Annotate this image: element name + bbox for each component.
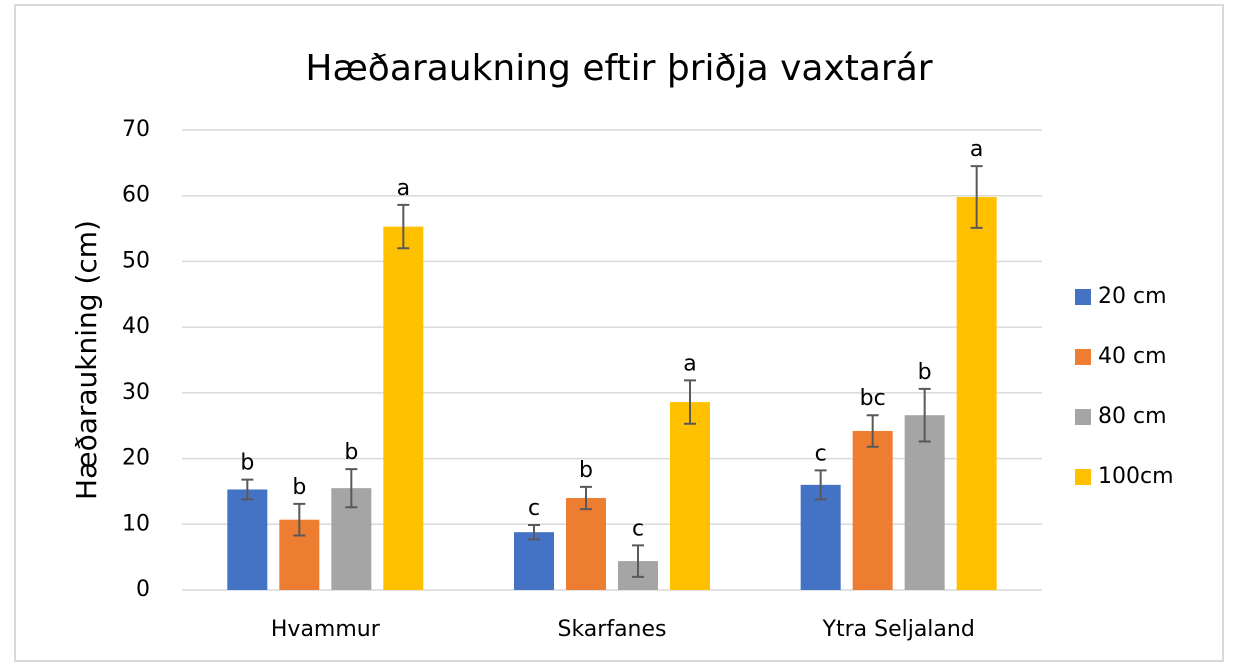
significance-letter: bc bbox=[860, 386, 886, 411]
significance-letter: c bbox=[632, 516, 644, 541]
significance-letter: a bbox=[683, 351, 696, 376]
legend-label: 40 cm bbox=[1098, 344, 1167, 369]
chart-title: Hæðaraukning eftir þriðja vaxtarár bbox=[305, 48, 932, 89]
error-bar bbox=[918, 387, 931, 443]
y-tick-label: 0 bbox=[136, 577, 150, 602]
error-bar bbox=[970, 165, 983, 229]
bar bbox=[670, 402, 710, 590]
error-bar bbox=[684, 379, 696, 425]
bar bbox=[852, 430, 893, 590]
y-tick-label: 20 bbox=[122, 446, 150, 471]
legend-swatch bbox=[1075, 409, 1091, 425]
error-bar bbox=[632, 544, 644, 578]
significance-letter: b bbox=[292, 475, 306, 500]
x-tick-label: Ytra Seljaland bbox=[822, 617, 975, 642]
legend-swatch bbox=[1075, 469, 1091, 485]
y-tick-label: 10 bbox=[122, 511, 150, 536]
bar bbox=[514, 532, 554, 590]
x-tick-label: Hvammur bbox=[271, 617, 381, 642]
bar bbox=[800, 484, 841, 590]
error-bar bbox=[397, 203, 410, 250]
error-bar bbox=[528, 523, 540, 541]
significance-letter: b bbox=[918, 360, 932, 385]
error-bar bbox=[580, 485, 592, 511]
significance-letter: c bbox=[528, 496, 540, 521]
error-bar bbox=[293, 502, 306, 537]
bar bbox=[904, 415, 945, 590]
y-tick-label: 40 bbox=[122, 314, 150, 339]
bar bbox=[227, 489, 268, 590]
bar bbox=[383, 226, 424, 590]
significance-letter: c bbox=[815, 441, 827, 466]
y-tick-label: 60 bbox=[122, 183, 150, 208]
significance-letter: a bbox=[970, 137, 983, 162]
y-axis-label: Hæðaraukning (cm) bbox=[70, 220, 103, 500]
significance-letter: a bbox=[397, 176, 410, 201]
legend-swatch bbox=[1075, 349, 1091, 365]
legend-label: 80 cm bbox=[1098, 404, 1167, 429]
significance-letter: b bbox=[240, 451, 254, 476]
bar bbox=[956, 197, 997, 590]
significance-letter: b bbox=[344, 440, 358, 465]
chart-frame bbox=[14, 4, 1224, 662]
legend-label: 100cm bbox=[1098, 464, 1174, 489]
significance-letter: b bbox=[579, 458, 593, 483]
bar bbox=[566, 498, 606, 590]
error-bar bbox=[345, 468, 358, 509]
y-tick-label: 70 bbox=[122, 117, 150, 142]
y-tick-label: 30 bbox=[122, 380, 150, 405]
legend-swatch bbox=[1075, 289, 1091, 305]
error-bar bbox=[814, 469, 827, 501]
error-bar bbox=[241, 478, 254, 501]
y-tick-label: 50 bbox=[122, 248, 150, 273]
error-bar bbox=[866, 414, 879, 448]
x-tick-label: Skarfanes bbox=[557, 617, 666, 642]
legend-label: 20 cm bbox=[1098, 284, 1167, 309]
